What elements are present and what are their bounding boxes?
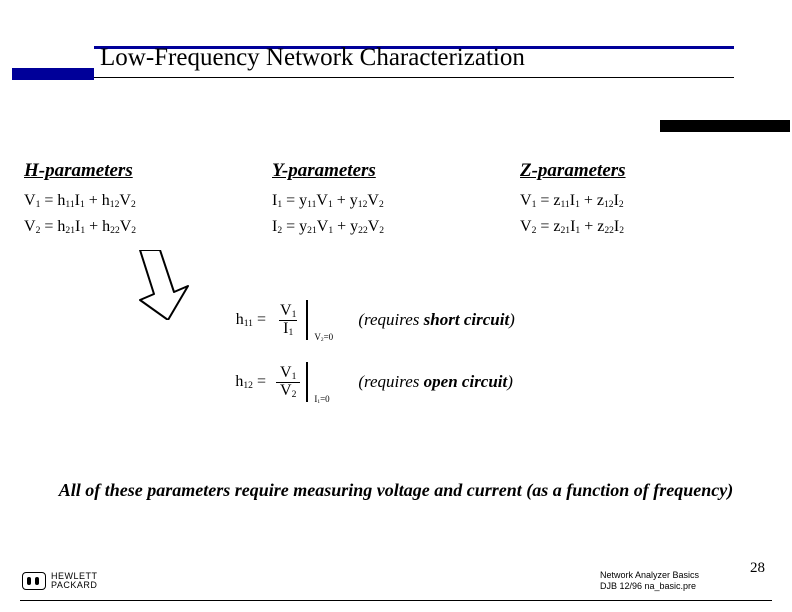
def-h12-cond: I1=0: [314, 394, 329, 404]
def-h11-cond: V2=0: [314, 332, 333, 342]
y-eq1: I1 = y11V1 + y12V2: [272, 192, 510, 210]
page-title: Low-Frequency Network Characterization: [100, 44, 525, 72]
z-eq2: V2 = z21I1 + z22I2: [520, 218, 758, 236]
page-number: 28: [750, 560, 765, 577]
h-eq1: V1 = h11I1 + h12V2: [24, 192, 262, 210]
footer-rule: [20, 600, 772, 601]
title-accent-bar: [12, 68, 94, 80]
y-eq2: I2 = y21V1 + y22V2: [272, 218, 510, 236]
eval-bar-icon: I1=0: [306, 362, 308, 402]
hp-logo-icon: [22, 572, 46, 590]
hp-logo-text: HEWLETT PACKARD: [51, 572, 98, 590]
definitions: h11 = V1 I1 V2=0 (requires short circuit…: [210, 300, 730, 424]
column-z-heading: Z-parameters: [520, 160, 758, 182]
summary-text: All of these parameters require measurin…: [50, 475, 742, 506]
slide: Low-Frequency Network Characterization H…: [0, 0, 792, 612]
hp-logo: HEWLETT PACKARD: [22, 572, 98, 590]
column-y-heading: Y-parameters: [272, 160, 510, 182]
side-stub-bar: [660, 120, 790, 132]
footer-credit: Network Analyzer Basics DJB 12/96 na_bas…: [600, 570, 699, 592]
def-h12-fraction: V1 V2: [276, 365, 300, 400]
eval-bar-icon: V2=0: [306, 300, 308, 340]
arrow-icon: [130, 250, 190, 320]
h-eq2: V2 = h21I1 + h22V2: [24, 218, 262, 236]
def-h11-requires: (requires short circuit): [358, 310, 514, 330]
def-h11-label: h11 =: [210, 311, 272, 329]
column-h-heading: H-parameters: [24, 160, 262, 182]
def-h12-requires: (requires open circuit): [358, 372, 513, 392]
column-y: Y-parameters I1 = y11V1 + y12V2 I2 = y21…: [272, 160, 520, 244]
z-eq1: V1 = z11I1 + z12I2: [520, 192, 758, 210]
def-h12-label: h12 =: [210, 373, 272, 391]
column-h: H-parameters V1 = h11I1 + h12V2 V2 = h21…: [24, 160, 272, 244]
def-h11-fraction: V1 I1: [276, 303, 300, 338]
def-h12: h12 = V1 V2 I1=0 (requires open circuit): [210, 362, 730, 402]
column-z: Z-parameters V1 = z11I1 + z12I2 V2 = z21…: [520, 160, 768, 244]
title-rule-bottom: [94, 77, 734, 78]
def-h11: h11 = V1 I1 V2=0 (requires short circuit…: [210, 300, 730, 340]
parameter-columns: H-parameters V1 = h11I1 + h12V2 V2 = h21…: [24, 160, 768, 244]
